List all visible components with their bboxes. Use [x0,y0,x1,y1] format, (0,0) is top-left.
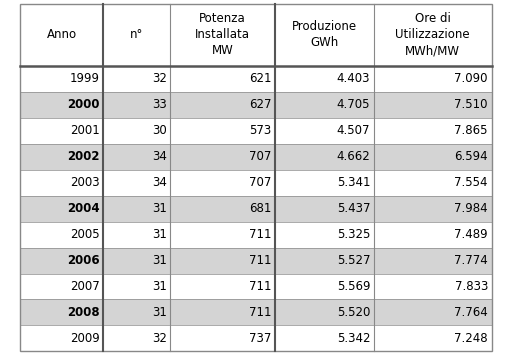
Bar [20,273,492,300]
Text: Potenza
Installata
MW: Potenza Installata MW [195,12,250,57]
Text: 30: 30 [152,124,167,137]
Text: 711: 711 [249,306,271,319]
Text: 7.833: 7.833 [455,280,488,293]
Bar [20,4,492,66]
Text: 7.774: 7.774 [454,254,488,267]
Text: 2001: 2001 [70,124,100,137]
Text: 711: 711 [249,280,271,293]
Bar [20,300,492,326]
Text: 627: 627 [249,98,271,111]
Text: 621: 621 [249,72,271,85]
Text: 31: 31 [152,228,167,241]
Text: 711: 711 [249,228,271,241]
Text: 2005: 2005 [70,228,100,241]
Text: n°: n° [130,28,143,41]
Text: 2006: 2006 [67,254,100,267]
Text: 5.341: 5.341 [337,176,370,189]
Text: 711: 711 [249,254,271,267]
Text: 5.325: 5.325 [337,228,370,241]
Text: 32: 32 [152,332,167,345]
Text: 7.510: 7.510 [455,98,488,111]
Text: 7.554: 7.554 [455,176,488,189]
Text: 4.403: 4.403 [337,72,370,85]
Text: 681: 681 [249,202,271,215]
Text: 4.507: 4.507 [337,124,370,137]
Text: 33: 33 [152,98,167,111]
Text: 737: 737 [249,332,271,345]
Bar [20,118,492,144]
Text: 2002: 2002 [68,150,100,163]
Text: 2008: 2008 [67,306,100,319]
Bar [20,66,492,92]
Text: 31: 31 [152,306,167,319]
Text: 2004: 2004 [67,202,100,215]
Text: 32: 32 [152,72,167,85]
Text: 34: 34 [152,150,167,163]
Text: 34: 34 [152,176,167,189]
Text: 6.594: 6.594 [454,150,488,163]
Bar [20,196,492,222]
Text: 4.705: 4.705 [337,98,370,111]
Text: 5.520: 5.520 [337,306,370,319]
Text: 7.489: 7.489 [454,228,488,241]
Text: 573: 573 [249,124,271,137]
Bar [20,92,492,118]
Text: 31: 31 [152,280,167,293]
Bar [20,144,492,170]
Text: 31: 31 [152,202,167,215]
Text: Anno: Anno [47,28,77,41]
Text: 2000: 2000 [68,98,100,111]
Text: 5.527: 5.527 [337,254,370,267]
Text: 2009: 2009 [70,332,100,345]
Text: 5.342: 5.342 [337,332,370,345]
Text: Produzione
GWh: Produzione GWh [292,20,357,49]
Text: 7.764: 7.764 [454,306,488,319]
Text: 31: 31 [152,254,167,267]
Text: 2003: 2003 [70,176,100,189]
Text: 707: 707 [249,150,271,163]
Bar [20,222,492,247]
Bar [20,247,492,273]
Text: 5.437: 5.437 [337,202,370,215]
Text: 7.248: 7.248 [454,332,488,345]
Text: 7.984: 7.984 [454,202,488,215]
Text: 2007: 2007 [70,280,100,293]
Text: 7.865: 7.865 [455,124,488,137]
Text: 7.090: 7.090 [455,72,488,85]
Text: 707: 707 [249,176,271,189]
Bar [20,326,492,351]
Text: 4.662: 4.662 [336,150,370,163]
Bar [20,170,492,196]
Text: Ore di
Utilizzazione
MWh/MW: Ore di Utilizzazione MWh/MW [395,12,470,57]
Text: 1999: 1999 [70,72,100,85]
Text: 5.569: 5.569 [337,280,370,293]
